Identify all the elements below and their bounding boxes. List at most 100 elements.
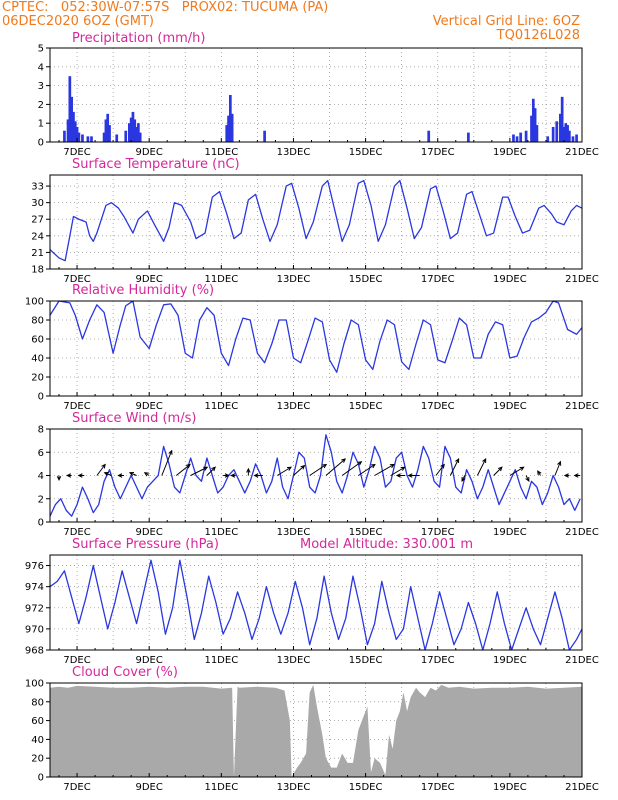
wind-arrow [293, 465, 305, 476]
precip-xtick-label: 11DEC [204, 147, 238, 158]
wind-xtick-label: 9DEC [135, 527, 162, 538]
rh-ytick-label: 80 [31, 316, 44, 327]
wind-arrow-head [230, 473, 236, 478]
wind-arrow-head [253, 473, 259, 478]
wind-ytick-label: 8 [38, 425, 44, 436]
precip-bar [535, 125, 539, 142]
temp-xtick-label: 13DEC [277, 274, 311, 285]
cloud-ytick-label: 20 [31, 754, 44, 765]
wind-arrow-head [77, 473, 83, 478]
cloud-xtick-label: 9DEC [135, 782, 162, 793]
wind-arrow-head [168, 449, 173, 455]
precip-bar [530, 115, 533, 142]
precip-bar [564, 123, 568, 142]
pres-ytick-label: 970 [25, 624, 44, 635]
wind-arrow [449, 458, 460, 476]
temp-xtick-label: 19DEC [493, 274, 527, 285]
rh-frame [49, 300, 583, 397]
precip-bar [70, 96, 73, 142]
wind-arrow-head [525, 476, 530, 483]
wind-arrow [104, 472, 112, 476]
precip-xtick-label: 7DEC [63, 147, 90, 158]
rh-xtick-label: 19DEC [493, 401, 527, 412]
cloud-title: Cloud Cover (%) [72, 665, 178, 680]
wind-xtick-label: 11DEC [204, 527, 238, 538]
wind-arrow-head [246, 467, 251, 473]
precip-bar [467, 132, 470, 142]
precip-bar [135, 126, 138, 142]
precip-xtick-label: 19DEC [493, 147, 527, 158]
precip-bar [551, 126, 555, 142]
precip-bar [104, 119, 108, 142]
precip-bar [131, 111, 135, 142]
precip-bar [115, 134, 119, 142]
rh-xtick-label: 9DEC [135, 401, 162, 412]
precip-bar [568, 130, 571, 142]
precip-bar [106, 113, 110, 142]
wind-arrow-head [407, 473, 413, 478]
pres-xtick-label: 11DEC [204, 655, 238, 666]
precip-bar [81, 134, 84, 142]
rh-ytick-label: 40 [31, 354, 44, 365]
header-grid-note: Vertical Grid Line: 6OZ [432, 14, 580, 29]
wind-arrow-head [519, 466, 525, 471]
precip-bar [102, 132, 106, 142]
precip-bar [129, 117, 133, 142]
temp-ytick-label: 24 [31, 231, 44, 242]
pres-frame [49, 554, 583, 651]
temp-frame [49, 174, 583, 270]
precip-bar [519, 132, 523, 142]
temp-ytick-label: 18 [31, 265, 44, 276]
wind-arrow [390, 466, 405, 476]
precip-bar [227, 115, 230, 142]
temp-panel: Surface Temperature (nC) 18 21 24 27 30 33 7DEC… [31, 157, 599, 285]
cloud-ytick-label: 80 [31, 697, 44, 708]
pres-ytick-label: 968 [25, 646, 44, 657]
precip-bar [562, 126, 566, 142]
wind-arrow-head [300, 464, 306, 470]
wind-xtick-label: 15DEC [349, 527, 383, 538]
wind-xtick-label: 19DEC [493, 527, 527, 538]
precip-xtick-label: 9DEC [135, 147, 162, 158]
cloud-ytick-label: 60 [31, 716, 44, 727]
precip-xtick-label: 15DEC [349, 147, 383, 158]
cloud-xtick-label: 17DEC [421, 782, 455, 793]
precip-bar [66, 119, 70, 142]
wind-arrow-head [461, 476, 466, 483]
precip-bar [75, 126, 79, 142]
temp-xtick-label: 21DEC [565, 274, 599, 285]
temp-ytick-label: 21 [31, 248, 44, 259]
temp-xtick-label: 11DEC [204, 274, 238, 285]
precip-ytick-label: 0 [38, 138, 44, 149]
pres-xtick-label: 19DEC [493, 655, 527, 666]
temp-ytick-label: 30 [31, 198, 44, 209]
wind-arrow [190, 466, 208, 476]
wind-arrow [206, 466, 216, 476]
wind-arrow-head [537, 470, 542, 476]
wind-xtick-label: 13DEC [277, 527, 311, 538]
precip-xtick-label: 21DEC [565, 147, 599, 158]
wind-arrow-head [563, 473, 569, 478]
pres-line [49, 559, 583, 651]
precip-bar [127, 123, 131, 142]
wind-arrow-head [103, 472, 109, 477]
wind-ytick-label: 4 [38, 471, 44, 482]
cloud-xtick-label: 21DEC [565, 782, 599, 793]
precip-bar [230, 113, 234, 142]
wind-arrow-head [66, 473, 72, 478]
wind-arrow-head [440, 463, 445, 469]
precip-panel: Precipitation (mm/h) 0 1 2 3 4 5 7DEC 9DEC 11DEC 1… [38, 31, 599, 158]
precip-bar [533, 108, 537, 142]
precip-bar [263, 130, 266, 142]
precip-bar [560, 96, 564, 142]
precip-bar [68, 76, 72, 142]
cloud-area [50, 684, 582, 777]
wind-line [49, 434, 581, 517]
wind-arrow [509, 466, 524, 476]
temp-xtick-label: 9DEC [135, 274, 162, 285]
wind-arrow-head [286, 466, 292, 471]
wind-arrow-head [101, 463, 106, 469]
rh-ytick-label: 20 [31, 373, 44, 384]
wind-arrow [161, 450, 173, 476]
